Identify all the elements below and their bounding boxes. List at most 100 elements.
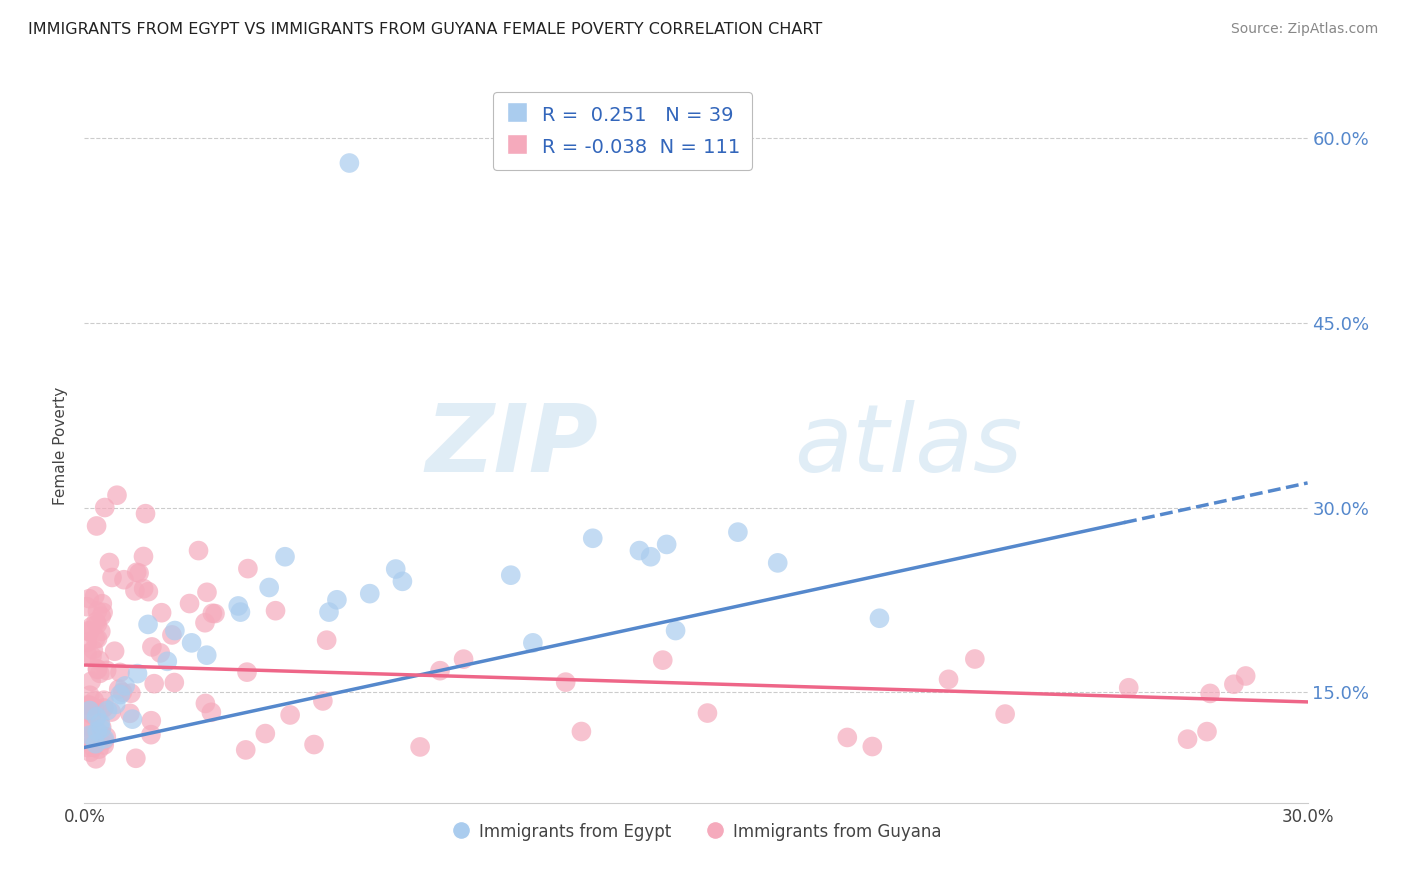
Point bbox=[114, 679, 136, 693]
Point bbox=[111, 685, 134, 699]
Point bbox=[1199, 686, 1222, 700]
Point bbox=[79, 688, 101, 702]
Point bbox=[93, 701, 115, 715]
Point bbox=[315, 633, 337, 648]
Point bbox=[135, 507, 157, 521]
Point bbox=[89, 653, 111, 667]
Point bbox=[76, 635, 98, 649]
Point bbox=[1234, 669, 1257, 683]
Point bbox=[82, 740, 104, 755]
Text: Source: ZipAtlas.com: Source: ZipAtlas.com bbox=[1230, 22, 1378, 37]
Point bbox=[112, 573, 135, 587]
Point bbox=[156, 654, 179, 668]
Point bbox=[125, 751, 148, 765]
Point bbox=[339, 156, 361, 170]
Point bbox=[163, 675, 186, 690]
Point bbox=[77, 698, 100, 712]
Point bbox=[86, 724, 108, 739]
Point bbox=[994, 707, 1017, 722]
Point bbox=[278, 708, 301, 723]
Point bbox=[837, 731, 859, 745]
Point bbox=[179, 597, 201, 611]
Point bbox=[766, 556, 789, 570]
Point bbox=[118, 706, 141, 721]
Point bbox=[149, 646, 172, 660]
Point bbox=[93, 733, 115, 747]
Point bbox=[141, 714, 163, 728]
Point bbox=[132, 582, 155, 596]
Point bbox=[76, 647, 98, 661]
Point bbox=[138, 584, 160, 599]
Point bbox=[79, 698, 101, 713]
Point bbox=[80, 619, 103, 633]
Point bbox=[727, 525, 749, 540]
Point bbox=[195, 648, 218, 662]
Point bbox=[96, 730, 118, 744]
Point bbox=[107, 682, 129, 697]
Point bbox=[127, 666, 149, 681]
Point bbox=[93, 731, 115, 746]
Point bbox=[96, 704, 118, 718]
Point bbox=[963, 652, 986, 666]
Point bbox=[90, 722, 112, 736]
Point bbox=[104, 698, 127, 712]
Point bbox=[76, 599, 98, 614]
Point bbox=[80, 706, 103, 720]
Point bbox=[121, 712, 143, 726]
Point bbox=[1177, 732, 1199, 747]
Point bbox=[571, 724, 593, 739]
Point bbox=[582, 531, 605, 545]
Point bbox=[86, 662, 108, 676]
Point bbox=[302, 738, 325, 752]
Point bbox=[651, 653, 673, 667]
Point bbox=[163, 624, 186, 638]
Point bbox=[696, 706, 718, 720]
Point bbox=[77, 729, 100, 743]
Point bbox=[141, 640, 163, 654]
Point bbox=[236, 665, 259, 680]
Point bbox=[869, 611, 891, 625]
Point bbox=[326, 592, 349, 607]
Point bbox=[100, 705, 122, 719]
Point bbox=[226, 599, 249, 613]
Point bbox=[110, 688, 132, 702]
Point bbox=[79, 720, 101, 734]
Point bbox=[257, 581, 280, 595]
Point bbox=[104, 644, 127, 658]
Point bbox=[108, 665, 131, 680]
Point bbox=[128, 566, 150, 580]
Point bbox=[655, 537, 678, 551]
Point bbox=[96, 664, 118, 678]
Point bbox=[201, 607, 224, 621]
Point bbox=[235, 743, 257, 757]
Point bbox=[84, 752, 107, 766]
Point bbox=[86, 663, 108, 677]
Point bbox=[1118, 681, 1140, 695]
Point bbox=[84, 615, 107, 629]
Point bbox=[204, 607, 226, 621]
Point bbox=[77, 698, 100, 713]
Point bbox=[98, 556, 121, 570]
Point bbox=[429, 664, 451, 678]
Y-axis label: Female Poverty: Female Poverty bbox=[53, 387, 69, 505]
Text: atlas: atlas bbox=[794, 401, 1022, 491]
Point bbox=[194, 615, 217, 630]
Point bbox=[274, 549, 297, 564]
Point bbox=[77, 591, 100, 606]
Point bbox=[105, 488, 128, 502]
Point bbox=[554, 675, 576, 690]
Point bbox=[860, 739, 883, 754]
Point bbox=[84, 632, 107, 646]
Point bbox=[89, 666, 111, 681]
Point bbox=[499, 568, 522, 582]
Point bbox=[229, 605, 252, 619]
Legend: Immigrants from Egypt, Immigrants from Guyana: Immigrants from Egypt, Immigrants from G… bbox=[444, 815, 948, 848]
Point bbox=[187, 543, 209, 558]
Point bbox=[132, 549, 155, 564]
Point bbox=[90, 609, 112, 624]
Point bbox=[77, 722, 100, 736]
Point bbox=[84, 737, 107, 751]
Point bbox=[79, 624, 101, 639]
Point bbox=[139, 728, 162, 742]
Point bbox=[90, 720, 112, 734]
